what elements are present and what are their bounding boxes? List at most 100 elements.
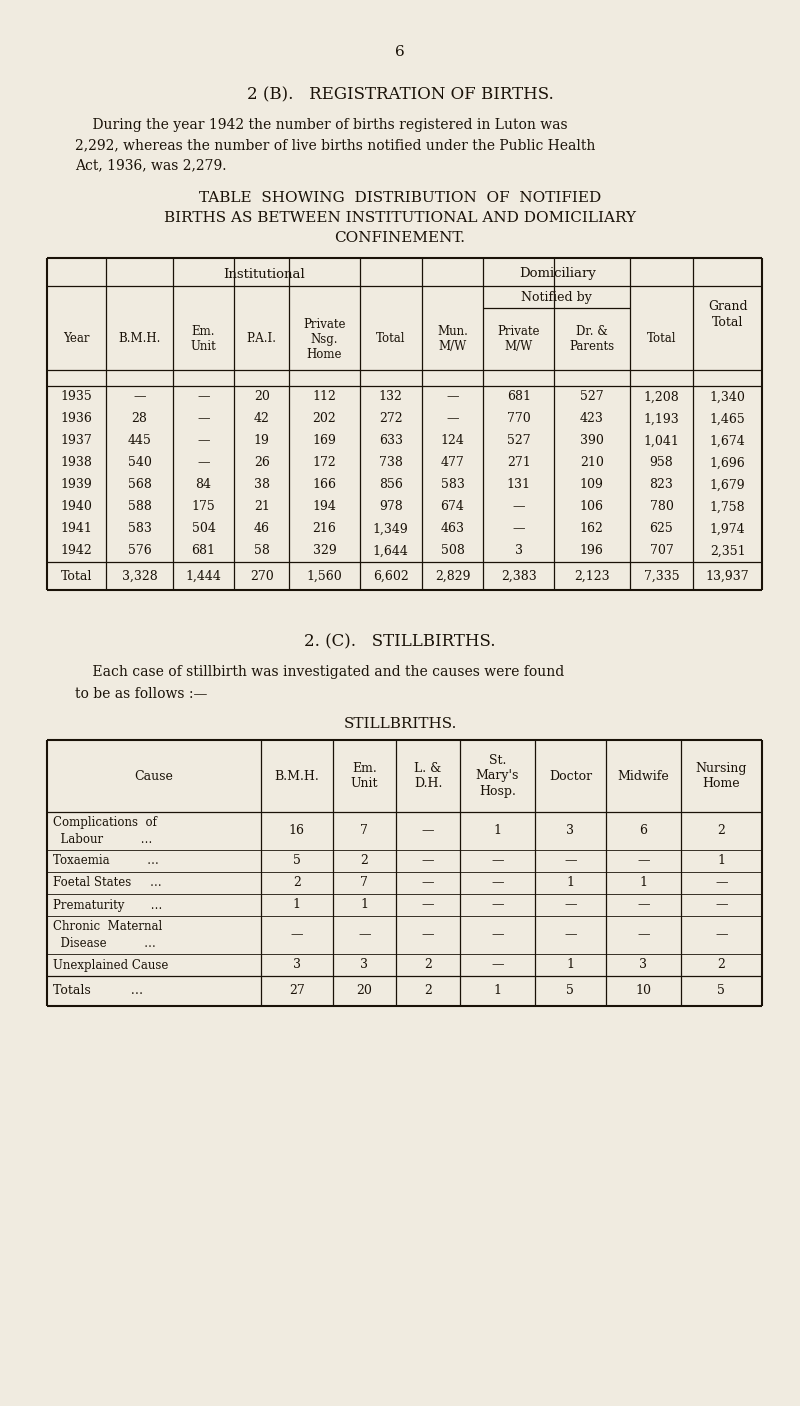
Text: 1938: 1938 bbox=[61, 457, 93, 470]
Text: —: — bbox=[491, 959, 503, 972]
Text: —: — bbox=[491, 855, 503, 868]
Text: Em.
Unit: Em. Unit bbox=[350, 762, 378, 790]
Text: 1,674: 1,674 bbox=[710, 434, 746, 447]
Text: 58: 58 bbox=[254, 544, 270, 558]
Text: 169: 169 bbox=[313, 434, 337, 447]
Text: Totals          …: Totals … bbox=[53, 984, 143, 997]
Text: —: — bbox=[422, 876, 434, 890]
Text: 1935: 1935 bbox=[61, 391, 93, 404]
Text: —: — bbox=[358, 928, 370, 942]
Text: 106: 106 bbox=[580, 501, 604, 513]
Text: 568: 568 bbox=[127, 478, 151, 492]
Text: 162: 162 bbox=[580, 523, 604, 536]
Text: Each case of stillbirth was investigated and the causes were found: Each case of stillbirth was investigated… bbox=[75, 665, 564, 679]
Text: 2,829: 2,829 bbox=[434, 569, 470, 582]
Text: Unexplained Cause: Unexplained Cause bbox=[53, 959, 168, 972]
Text: P.A.I.: P.A.I. bbox=[246, 332, 277, 346]
Text: 738: 738 bbox=[379, 457, 402, 470]
Text: —: — bbox=[134, 391, 146, 404]
Text: 2,123: 2,123 bbox=[574, 569, 610, 582]
Text: Nursing
Home: Nursing Home bbox=[696, 762, 747, 790]
Text: 2: 2 bbox=[361, 855, 368, 868]
Text: Complications  of: Complications of bbox=[53, 815, 157, 830]
Text: —: — bbox=[637, 855, 650, 868]
Text: Disease          …: Disease … bbox=[53, 936, 156, 950]
Text: 1: 1 bbox=[566, 959, 574, 972]
Text: 109: 109 bbox=[580, 478, 604, 492]
Text: 477: 477 bbox=[441, 457, 464, 470]
Text: 5: 5 bbox=[566, 984, 574, 997]
Text: During the year 1942 the number of births registered in Luton was: During the year 1942 the number of birth… bbox=[75, 118, 568, 132]
Text: 504: 504 bbox=[191, 523, 215, 536]
Text: 1: 1 bbox=[639, 876, 647, 890]
Text: 1,444: 1,444 bbox=[186, 569, 222, 582]
Text: Labour          …: Labour … bbox=[53, 832, 152, 846]
Text: 84: 84 bbox=[195, 478, 211, 492]
Text: B.M.H.: B.M.H. bbox=[274, 769, 319, 783]
Text: —: — bbox=[290, 928, 303, 942]
Text: B.M.H.: B.M.H. bbox=[118, 332, 161, 346]
Text: Cause: Cause bbox=[134, 769, 174, 783]
Text: 3: 3 bbox=[361, 959, 369, 972]
Text: 2: 2 bbox=[424, 984, 432, 997]
Text: 527: 527 bbox=[507, 434, 530, 447]
Text: Mun.
M/W: Mun. M/W bbox=[437, 325, 468, 353]
Text: 2,383: 2,383 bbox=[501, 569, 537, 582]
Text: Dr. &
Parents: Dr. & Parents bbox=[570, 325, 614, 353]
Text: —: — bbox=[491, 928, 503, 942]
Text: 112: 112 bbox=[313, 391, 337, 404]
Text: 7: 7 bbox=[361, 876, 368, 890]
Text: 194: 194 bbox=[313, 501, 337, 513]
Text: 175: 175 bbox=[192, 501, 215, 513]
Text: 2,292, whereas the number of live births notified under the Public Health: 2,292, whereas the number of live births… bbox=[75, 138, 595, 152]
Text: St.
Mary's
Hosp.: St. Mary's Hosp. bbox=[476, 755, 519, 797]
Text: L. &
D.H.: L. & D.H. bbox=[414, 762, 442, 790]
Text: 20: 20 bbox=[254, 391, 270, 404]
Text: Total: Total bbox=[61, 569, 92, 582]
Text: 1,041: 1,041 bbox=[643, 434, 679, 447]
Text: Midwife: Midwife bbox=[618, 769, 670, 783]
Text: —: — bbox=[637, 898, 650, 911]
Text: 20: 20 bbox=[357, 984, 372, 997]
Text: 978: 978 bbox=[379, 501, 402, 513]
Text: Total: Total bbox=[646, 332, 676, 346]
Text: 329: 329 bbox=[313, 544, 337, 558]
Text: 3,328: 3,328 bbox=[122, 569, 158, 582]
Text: 272: 272 bbox=[379, 412, 402, 426]
Text: 271: 271 bbox=[507, 457, 530, 470]
Text: Foetal States     …: Foetal States … bbox=[53, 876, 162, 890]
Text: 1: 1 bbox=[494, 984, 502, 997]
Text: 681: 681 bbox=[191, 544, 215, 558]
Text: 625: 625 bbox=[650, 523, 674, 536]
Text: 21: 21 bbox=[254, 501, 270, 513]
Text: —: — bbox=[564, 928, 577, 942]
Text: 6,602: 6,602 bbox=[373, 569, 409, 582]
Text: 540: 540 bbox=[127, 457, 151, 470]
Text: 46: 46 bbox=[254, 523, 270, 536]
Text: 216: 216 bbox=[313, 523, 337, 536]
Text: 172: 172 bbox=[313, 457, 337, 470]
Text: 423: 423 bbox=[580, 412, 604, 426]
Text: 707: 707 bbox=[650, 544, 674, 558]
Text: 674: 674 bbox=[441, 501, 465, 513]
Text: 19: 19 bbox=[254, 434, 270, 447]
Text: 1,679: 1,679 bbox=[710, 478, 746, 492]
Text: 1: 1 bbox=[566, 876, 574, 890]
Text: 390: 390 bbox=[580, 434, 604, 447]
Text: 2 (B).   REGISTRATION OF BIRTHS.: 2 (B). REGISTRATION OF BIRTHS. bbox=[246, 87, 554, 104]
Text: Private
Nsg.
Home: Private Nsg. Home bbox=[303, 318, 346, 360]
Text: 166: 166 bbox=[313, 478, 337, 492]
Text: —: — bbox=[491, 898, 503, 911]
Text: 270: 270 bbox=[250, 569, 274, 582]
Text: STILLBRITHS.: STILLBRITHS. bbox=[343, 717, 457, 731]
Text: Institutional: Institutional bbox=[223, 267, 305, 281]
Text: Doctor: Doctor bbox=[549, 769, 592, 783]
Text: 1: 1 bbox=[361, 898, 369, 911]
Text: to be as follows :—: to be as follows :— bbox=[75, 688, 207, 702]
Text: —: — bbox=[198, 391, 210, 404]
Text: 1,758: 1,758 bbox=[710, 501, 746, 513]
Text: Total: Total bbox=[376, 332, 406, 346]
Text: Private
M/W: Private M/W bbox=[498, 325, 540, 353]
Text: 1: 1 bbox=[293, 898, 301, 911]
Text: —: — bbox=[422, 928, 434, 942]
